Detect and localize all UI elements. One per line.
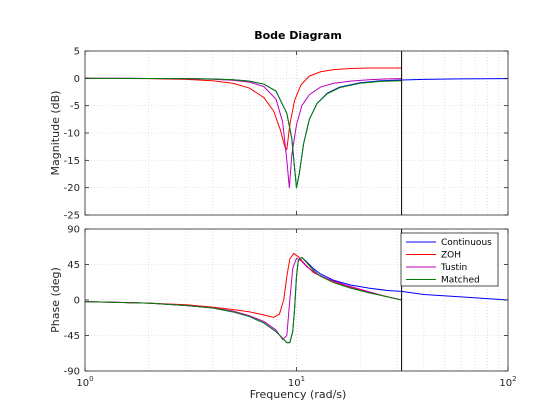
phase-y-tick-label: -90: [64, 367, 80, 378]
magnitude-y-tick-label: -25: [64, 211, 80, 222]
magnitude-y-tick-label: -15: [64, 156, 80, 167]
magnitude-y-tick-label: -10: [64, 129, 80, 140]
legend-label-continuous: Continuous: [441, 238, 492, 248]
magnitude-series-zoh: [84, 67, 402, 150]
phase-y-tick-label: 90: [67, 225, 80, 236]
magnitude-y-tick-label: -20: [64, 183, 80, 194]
phase-series-matched: [84, 256, 402, 344]
legend-label-zoh: ZOH: [441, 251, 461, 261]
phase-y-tick-label: 0: [74, 296, 80, 307]
magnitude-panel: 5 0 -5 -10 -15 -20 -25 Magnitude (dB): [49, 47, 509, 222]
phase-ylabel: Phase (deg): [49, 267, 62, 333]
x-tick-label: 100: [76, 375, 93, 389]
legend-label-tustin: Tustin: [440, 263, 467, 273]
phase-y-ticks: 90 45 0 -45 -90: [64, 225, 509, 378]
phase-series: [84, 252, 509, 344]
x-tick-label: 101: [288, 375, 305, 389]
phase-series-zoh: [84, 252, 402, 318]
magnitude-ylabel: Magnitude (dB): [49, 91, 62, 176]
chart-title: Bode Diagram: [254, 29, 342, 42]
magnitude-series: [84, 67, 509, 189]
phase-panel: 90 45 0 -45 -90 Phase (deg): [49, 225, 509, 378]
phase-y-tick-label: 45: [67, 260, 80, 271]
x-ticks: 100 101 102: [76, 375, 516, 389]
x-tick-label: 102: [499, 375, 516, 389]
magnitude-y-ticks: 5 0 -5 -10 -15 -20 -25: [64, 47, 509, 222]
magnitude-y-tick-label: 5: [74, 47, 80, 58]
magnitude-y-tick-label: 0: [74, 74, 80, 85]
legend: Continuous ZOH Tustin Matched: [400, 232, 499, 287]
phase-y-tick-label: -45: [64, 331, 80, 342]
x-axis-label: Frequency (rad/s): [250, 388, 347, 401]
magnitude-series-matched: [84, 77, 402, 189]
legend-label-matched: Matched: [441, 276, 480, 286]
magnitude-y-tick-label: -5: [70, 101, 80, 112]
